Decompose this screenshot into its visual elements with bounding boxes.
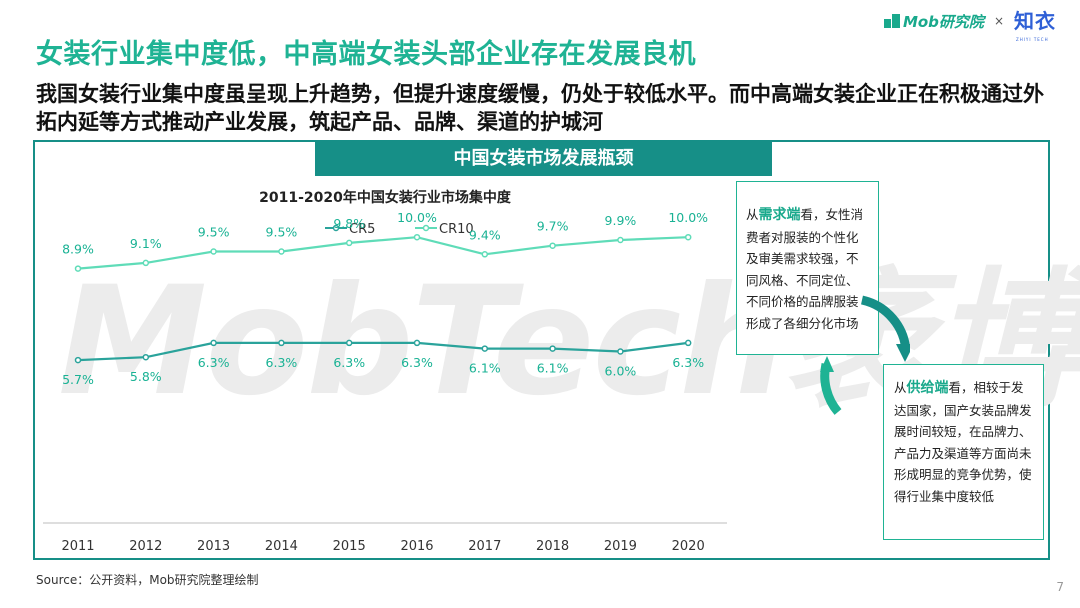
data-point-cr10 [481, 251, 489, 258]
legend-marker-cr10 [422, 224, 430, 232]
data-point-cr5 [684, 339, 692, 347]
data-point-cr10 [74, 265, 82, 272]
data-label-cr5: 6.3% [198, 355, 230, 370]
data-label-cr10: 9.8% [333, 216, 365, 231]
data-label-cr10: 9.9% [605, 213, 637, 228]
data-label-cr10: 10.0% [397, 210, 437, 225]
series-line-cr5 [77, 341, 689, 362]
x-tick-label: 2015 [333, 539, 366, 554]
panel-header: 中国女装市场发展瓶颈 [315, 142, 772, 176]
data-label-cr5: 6.1% [537, 361, 569, 376]
supply-highlight: 供给端 [906, 380, 949, 396]
data-label-cr10: 9.1% [130, 236, 162, 251]
demand-lead: 从 [746, 207, 759, 222]
data-point-cr5 [481, 345, 489, 352]
data-point-cr10 [142, 259, 150, 267]
data-label-cr5: 6.0% [605, 364, 637, 379]
data-point-cr10 [684, 233, 692, 241]
data-label-cr5: 6.3% [333, 355, 365, 370]
legend-marker-cr5 [332, 224, 340, 232]
cycle-arrows-icon [820, 295, 910, 415]
zhiyi-logo: 知衣 ZHIYI TECH [1014, 9, 1056, 42]
data-point-cr5 [278, 339, 285, 347]
data-point-cr10 [345, 239, 353, 247]
page-subtitle: 我国女装行业集中度虽呈现上升趋势，但提升速度缓慢，仍处于较低水平。而中高端女装企… [36, 82, 1044, 134]
data-label-cr5: 6.3% [401, 355, 433, 370]
data-label-cr5: 6.1% [469, 361, 501, 376]
series-line-cr10 [77, 236, 689, 270]
line-chart: 2011-2020年中国女装行业市场集中度 CR5 CR10 2011 2012 2013… [43, 189, 727, 554]
data-point-cr10 [549, 242, 556, 249]
data-label-cr10: 9.4% [469, 227, 501, 242]
source-note: Source：公开资料，Mob研究院整理绘制 [36, 573, 259, 587]
data-point-cr5 [74, 356, 82, 364]
down-arrowhead-icon [896, 344, 910, 362]
content-panel [33, 140, 1050, 560]
x-tick-label: 2018 [536, 539, 569, 554]
brand-separator: × [993, 14, 1004, 28]
data-label-cr5: 5.8% [130, 369, 162, 384]
data-point-cr5 [210, 339, 217, 347]
x-tick-label: 2019 [604, 539, 637, 554]
data-point-cr5 [617, 348, 624, 355]
data-label-cr5: 6.3% [672, 355, 704, 370]
data-label-cr10: 10.0% [668, 210, 708, 225]
legend-label-cr5: CR5 [349, 222, 375, 237]
legend-label-cr10: CR10 [439, 222, 474, 237]
data-point-cr10 [617, 236, 624, 244]
x-tick-label: 2020 [672, 539, 705, 554]
data-point-cr5 [413, 339, 421, 347]
mob-logo-text: Mob研究院 [902, 12, 984, 31]
supply-text: 看，相较于发达国家，国产女装品牌发展时间较短，在品牌力、产品力及渠道等方面尚未形… [894, 380, 1032, 504]
data-point-cr5 [345, 339, 353, 347]
supply-side-box: 从供给端看，相较于发达国家，国产女装品牌发展时间较短，在品牌力、产品力及渠道等方… [883, 364, 1044, 540]
data-point-cr5 [142, 353, 150, 361]
data-label-cr5: 5.7% [62, 372, 94, 387]
brand-logos: Mob研究院 × 知衣 ZHIYI TECH [883, 9, 1056, 42]
data-point-cr10 [210, 248, 217, 255]
data-point-cr5 [549, 345, 556, 352]
data-label-cr10: 9.5% [198, 225, 230, 240]
data-label-cr10: 8.9% [62, 242, 94, 257]
up-arrowhead-icon [820, 356, 834, 372]
data-label-cr10: 9.5% [266, 225, 298, 240]
x-tick-label: 2011 [61, 539, 94, 554]
page-title: 女装行业集中度低，中高端女装头部企业存在发展良机 [36, 39, 696, 70]
demand-text: 看，女性消费者对服装的个性化及审美需求较强，不同风格、不同定位、不同价格的品牌服… [746, 207, 864, 331]
zhiyi-logo-subtext: ZHIYI TECH [1016, 37, 1049, 42]
data-point-cr10 [413, 233, 421, 241]
supply-lead: 从 [894, 380, 907, 395]
data-point-cr10 [278, 248, 285, 255]
x-tick-label: 2017 [468, 539, 501, 554]
mob-logo-icon [883, 14, 900, 28]
mob-logo: Mob研究院 [883, 11, 984, 32]
demand-highlight: 需求端 [758, 207, 801, 223]
x-tick-label: 2012 [129, 539, 162, 554]
data-label-cr5: 6.3% [266, 355, 298, 370]
page-number: 7 [1056, 580, 1064, 594]
chart-title: 2011-2020年中国女装行业市场集中度 [259, 189, 512, 206]
x-tick-label: 2013 [197, 539, 230, 554]
zhiyi-logo-text: 知衣 [1014, 9, 1056, 33]
x-tick-label: 2016 [400, 539, 433, 554]
data-label-cr10: 9.7% [537, 219, 569, 234]
x-tick-label: 2014 [265, 539, 298, 554]
demand-side-box: 从需求端看，女性消费者对服装的个性化及审美需求较强，不同风格、不同定位、不同价格… [736, 181, 879, 355]
